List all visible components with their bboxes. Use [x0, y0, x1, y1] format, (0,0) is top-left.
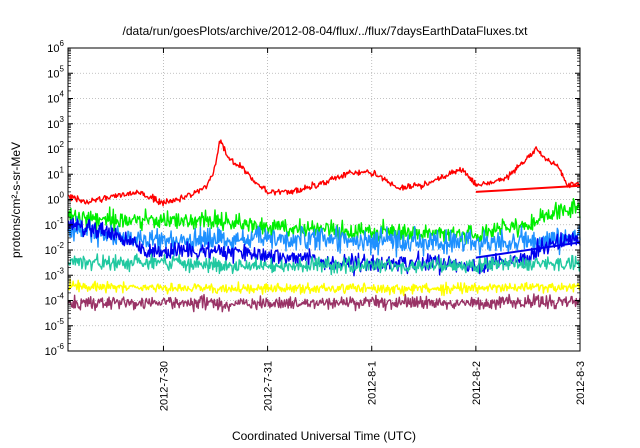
series-2-line — [67, 215, 581, 258]
series-5-line — [67, 278, 581, 297]
series-1-line — [67, 198, 581, 245]
y-tick-label: 106 — [47, 39, 64, 55]
y-tick-label: 100 — [47, 191, 64, 207]
x-tick-label: 2012-7-30 — [158, 361, 170, 411]
series-0-line — [67, 139, 581, 207]
y-tick-label: 101 — [47, 165, 64, 181]
y-tick-label: 104 — [47, 90, 64, 106]
y-tick-label: 105 — [47, 64, 64, 80]
fit-line-1 — [475, 241, 581, 259]
x-tick-label: 2012-8-1 — [367, 361, 379, 405]
fit-lines — [475, 184, 581, 259]
y-tick-label: 10-3 — [45, 266, 65, 282]
y-tick-label: 10-5 — [45, 317, 65, 333]
y-tick-label: 103 — [47, 115, 64, 131]
y-tick-label: 102 — [47, 140, 64, 156]
x-tick-label: 2012-8-3 — [575, 361, 587, 405]
y-axis-ticks: 10-6 10-5 10-4 10-3 10-2 10-1 100 101 102 103 104 1… — [45, 39, 580, 358]
series-4-line — [67, 253, 581, 276]
series-6-line — [67, 293, 581, 313]
y-axis-label: protons/cm²-s-sr-MeV — [9, 142, 23, 258]
fit-line-0 — [475, 184, 581, 193]
series-layer — [67, 139, 581, 313]
x-tick-label: 2012-8-2 — [471, 361, 483, 405]
x-axis-ticks: 2012-7-30 2012-7-31 2012-8-1 2012-8-2 2012-8… — [158, 48, 587, 411]
chart-title: /data/run/goesPlots/archive/2012-08-04/f… — [123, 24, 529, 38]
x-tick-label: 2012-7-31 — [263, 361, 275, 411]
x-axis-label: Coordinated Universal Time (UTC) — [232, 429, 416, 443]
y-tick-label: 10-4 — [45, 292, 65, 308]
y-tick-label: 10-2 — [45, 241, 65, 257]
y-tick-label: 10-6 — [45, 342, 65, 358]
y-tick-label: 10-1 — [45, 216, 65, 232]
